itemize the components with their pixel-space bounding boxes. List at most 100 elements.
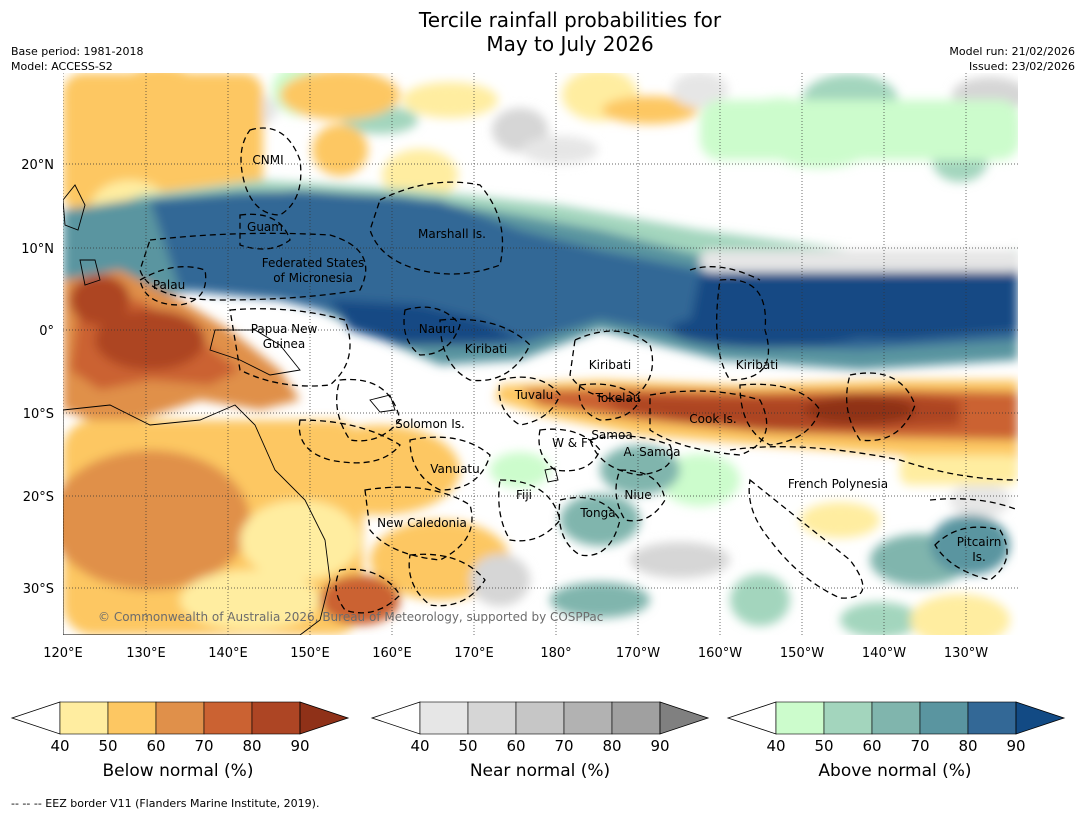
eez-border bbox=[929, 498, 1018, 581]
field-patch bbox=[470, 554, 530, 606]
field-patch bbox=[240, 500, 360, 580]
eez-border bbox=[335, 568, 401, 614]
graticule bbox=[63, 73, 1018, 635]
field-patch bbox=[402, 82, 498, 118]
eez-border bbox=[739, 383, 821, 446]
probability-field bbox=[63, 73, 1018, 635]
field-patch bbox=[800, 502, 880, 538]
coastline bbox=[63, 404, 331, 635]
colorbar-max-extension bbox=[299, 701, 350, 735]
place-label: Marshall Is. bbox=[418, 227, 486, 241]
place-label: Fiji bbox=[516, 488, 532, 502]
field-patch bbox=[950, 482, 1010, 518]
colorbar-segment bbox=[107, 701, 157, 735]
colorbar-tick: 60 bbox=[146, 737, 165, 755]
field-patch bbox=[382, 149, 458, 201]
colorbar-segment bbox=[967, 701, 1017, 735]
field-patch bbox=[730, 574, 790, 626]
eez-border bbox=[729, 446, 1018, 481]
field-patch bbox=[602, 96, 698, 124]
field-patch bbox=[320, 575, 400, 625]
colorbar-tick: 90 bbox=[1006, 737, 1025, 755]
eez-border bbox=[748, 478, 864, 599]
field-patch bbox=[300, 425, 460, 515]
colorbar-min-extension bbox=[726, 701, 777, 735]
colorbar-min-extension bbox=[370, 701, 421, 735]
colorbar-max-extension bbox=[1015, 701, 1066, 735]
colorbar-tick: 40 bbox=[410, 737, 429, 755]
colorbar-segment bbox=[563, 701, 613, 735]
copyright-credit: © Commonwealth of Australia 2026, Bureau… bbox=[98, 610, 603, 624]
coastline bbox=[369, 394, 396, 413]
colorbar-tick: 80 bbox=[958, 737, 977, 755]
title-line-2: May to July 2026 bbox=[486, 32, 654, 56]
colorbar-segment bbox=[823, 701, 873, 735]
colorbar-segment bbox=[155, 701, 205, 735]
eez-border bbox=[558, 496, 621, 557]
eez-border bbox=[439, 318, 531, 382]
longitude-tick: 170°W bbox=[616, 646, 660, 661]
field-patch bbox=[330, 300, 520, 345]
longitude-ticks: 120°E 130°E 140°E 150°E 160°E 170°E 180° 170°W 1… bbox=[43, 646, 988, 661]
eez-border bbox=[569, 330, 654, 401]
colorbar-min-extension bbox=[10, 701, 61, 735]
colorbar-tick: 40 bbox=[50, 737, 69, 755]
eez-border bbox=[336, 378, 401, 442]
longitude-tick: 140°E bbox=[208, 646, 248, 661]
latitude-tick: 20°S bbox=[23, 490, 54, 505]
place-label: of Micronesia bbox=[273, 271, 353, 285]
field-patch bbox=[700, 100, 1018, 160]
colorbar-segment bbox=[251, 701, 301, 735]
place-label: Palau bbox=[153, 278, 185, 292]
colorbar: 40 50 60 70 80 90 bbox=[726, 701, 1066, 755]
eez-border bbox=[498, 376, 561, 426]
longitude-tick: 160°E bbox=[372, 646, 412, 661]
eez-border bbox=[139, 232, 367, 301]
eez-border bbox=[589, 435, 673, 476]
colorbar-segment bbox=[419, 701, 469, 735]
place-label: Nauru bbox=[419, 322, 455, 336]
longitude-tick: 120°E bbox=[43, 646, 83, 661]
eez-border bbox=[369, 181, 504, 275]
eez-border bbox=[364, 486, 473, 561]
below-normal-label: Below normal (%) bbox=[102, 761, 254, 781]
above-normal-label: Above normal (%) bbox=[818, 761, 972, 781]
latitude-tick: 30°S bbox=[23, 582, 54, 597]
longitude-tick: 180° bbox=[540, 646, 571, 661]
field-patch bbox=[95, 310, 205, 370]
eez-border bbox=[846, 372, 916, 442]
field-patch bbox=[700, 250, 1018, 272]
eez-border bbox=[716, 278, 770, 381]
colorbar-tick: 90 bbox=[650, 737, 669, 755]
latitude-tick: 10°N bbox=[21, 242, 54, 257]
field-patch bbox=[63, 73, 263, 213]
eez-border bbox=[689, 266, 761, 281]
map-panel bbox=[63, 73, 1018, 635]
place-label: CNMI bbox=[252, 153, 283, 167]
field-patch bbox=[805, 395, 915, 425]
field-patch bbox=[910, 594, 1010, 635]
place-label: French Polynesia bbox=[788, 477, 888, 491]
colorbar-segment bbox=[611, 701, 661, 735]
latitude-ticks: 20°N 10°N 0° 10°S 20°S 30°S bbox=[21, 158, 54, 597]
colorbar-tick: 70 bbox=[554, 737, 573, 755]
field-patch bbox=[930, 515, 1010, 575]
eez-border bbox=[649, 390, 768, 456]
eez-border bbox=[498, 479, 561, 542]
colorbar-segment bbox=[775, 701, 825, 735]
land-outlines bbox=[63, 184, 559, 635]
eez-border bbox=[229, 308, 351, 387]
place-label: Samoa bbox=[591, 428, 632, 442]
field-patch bbox=[600, 445, 680, 495]
place-label: Kiribati bbox=[589, 358, 631, 372]
colorbar-segment bbox=[871, 701, 921, 735]
field-patch bbox=[70, 275, 130, 325]
field-patch bbox=[312, 124, 368, 176]
near-normal-label: Near normal (%) bbox=[469, 761, 611, 781]
longitude-tick: 130°W bbox=[944, 646, 988, 661]
colorbar-max-extension bbox=[659, 701, 710, 735]
colorbar-segment bbox=[919, 701, 969, 735]
eez-borders bbox=[139, 127, 1018, 614]
colorbar: 40 50 60 70 80 90 bbox=[370, 701, 710, 755]
